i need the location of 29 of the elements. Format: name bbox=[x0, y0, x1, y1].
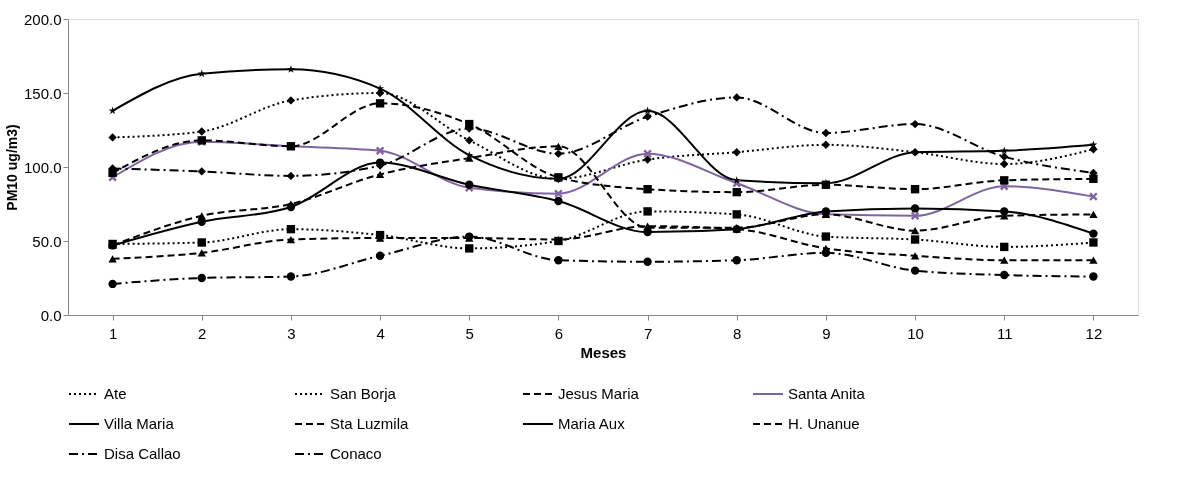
x-tick-label: 3 bbox=[287, 324, 296, 342]
x-tick-label: 2 bbox=[198, 324, 207, 342]
legend-label: Maria Aux bbox=[558, 415, 626, 432]
legend-label: H. Unanue bbox=[788, 415, 860, 432]
x-axis-title: Meses bbox=[580, 343, 627, 361]
y-tick-label: 200.0 bbox=[23, 10, 62, 28]
x-tick-label: 5 bbox=[465, 324, 474, 342]
x-tick-label: 10 bbox=[907, 324, 924, 342]
y-axis-title: PM10 ug/m3) bbox=[3, 124, 20, 211]
x-tick-label: 12 bbox=[1085, 324, 1103, 342]
y-tick-label: 100.0 bbox=[23, 158, 62, 176]
legend-label: San Borja bbox=[330, 385, 397, 402]
x-tick-label: 1 bbox=[108, 324, 118, 342]
y-tick-label: 150.0 bbox=[23, 84, 62, 102]
legend-label: Conaco bbox=[330, 445, 382, 462]
legend-label: Sta Luzmila bbox=[330, 415, 410, 432]
y-tick-label: 50.0 bbox=[32, 232, 62, 250]
legend-label: Disa Callao bbox=[104, 445, 181, 462]
y-tick-label: 0.0 bbox=[40, 306, 62, 324]
x-tick-label: 11 bbox=[996, 324, 1013, 342]
x-tick-label: 8 bbox=[733, 324, 742, 342]
legend-label: Jesus Maria bbox=[558, 385, 640, 402]
x-tick-label: 4 bbox=[376, 324, 385, 342]
legend-label: Ate bbox=[104, 385, 127, 402]
x-tick-label: 9 bbox=[822, 324, 831, 342]
x-tick-label: 6 bbox=[554, 324, 564, 342]
legend-label: Santa Anita bbox=[788, 385, 866, 402]
legend-label: Villa Maria bbox=[104, 415, 175, 432]
x-tick-label: 7 bbox=[643, 324, 653, 342]
